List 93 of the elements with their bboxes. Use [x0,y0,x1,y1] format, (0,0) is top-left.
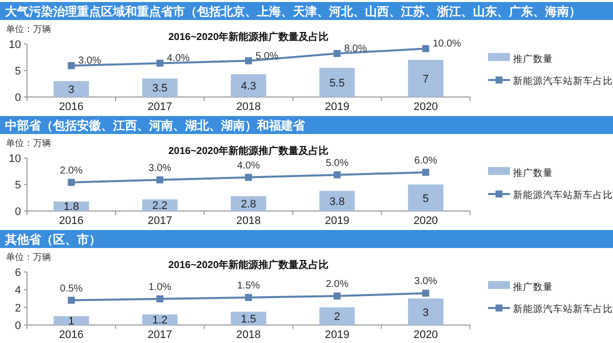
data-label: 1.5 [240,313,256,326]
data-label: 5.5 [329,77,345,90]
point [334,292,341,300]
data-label: 5 [422,192,429,205]
data-label: 3.0% [414,276,438,288]
bar [319,68,355,97]
point [156,295,164,302]
point [68,296,75,304]
bar [319,190,355,211]
y-tick-label: 5 [14,180,21,192]
legend-label: 推广数量 [513,53,553,65]
data-label: 2 [334,311,340,324]
y-tick-label: 0 [14,206,21,218]
point [156,176,164,184]
data-label: 1.5% [237,280,260,292]
x-tick-label: 2017 [148,329,172,341]
y-tick-label: 5 [14,66,21,78]
point [68,62,75,70]
data-label: 3 [422,306,429,319]
bar [142,78,178,97]
data-label: 2.0% [326,279,349,290]
y-tick-label: 6 [14,267,21,279]
x-tick-label: 2018 [236,101,261,113]
data-label: 4.3 [240,80,256,93]
chart-title: 中部省（包括安徽、江西、河南、湖北、湖南）和福建省 [5,118,306,132]
chart-subtitle: 2016~2020年新能源推广数量及占比 [168,145,329,157]
data-label: 10.0% [432,38,462,50]
chart-title: 其他省（区、市） [4,232,101,246]
point [245,294,252,301]
bar [408,298,444,325]
data-label: 1.0% [148,282,172,293]
y-axis-title: 单位：万辆 [6,24,51,34]
point [422,45,430,52]
bar [54,81,90,97]
data-label: 3.0% [148,162,172,174]
data-label: 3.8 [329,196,345,208]
point [334,50,341,57]
legend-label: 推广数量 [513,167,553,179]
x-tick-label: 2020 [413,215,438,227]
point [156,60,164,67]
x-tick-label: 2020 [413,101,438,113]
data-label: 2.0% [60,165,83,176]
data-label: 5.0% [326,158,349,169]
data-label: 6.0% [414,155,438,166]
point [245,174,252,181]
bar [54,316,90,325]
chart-subtitle: 2016~2020年新能源推广数量及占比 [168,31,329,43]
y-tick-label: 0 [14,92,21,104]
y-tick-label: 10 [8,153,21,165]
data-label: 3.0% [78,56,102,67]
x-tick-label: 2016 [59,329,84,341]
x-tick-label: 2017 [148,101,172,113]
x-tick-label: 2018 [236,329,261,341]
legend-label: 新能源汽车站新车占比 [513,75,613,87]
y-tick-label: 0 [14,320,21,332]
point [245,57,252,64]
data-label: 1.8 [64,201,79,214]
x-tick-label: 2019 [324,101,350,113]
data-label: 3 [68,84,74,96]
data-label: 4.0% [166,53,190,64]
bar [408,60,444,97]
x-tick-label: 2018 [236,215,261,227]
data-label: 1.2 [152,314,168,327]
point [422,290,430,297]
chart-title: 大气污染治理重点区域和重点省市（包括北京、上海、天津、河北、山西、江苏、浙江、山东、广东、海南） [5,4,581,18]
y-axis-title: 单位：万辆 [6,138,51,148]
data-label: 4.0% [237,160,260,172]
x-tick-label: 2020 [413,329,438,341]
y-tick-label: 4 [14,284,21,297]
data-label: 0.5% [60,283,83,294]
chart-subtitle: 2016~2020年新能源推广数量及占比 [168,259,329,271]
x-tick-label: 2017 [148,215,172,227]
bar [230,74,266,97]
x-tick-label: 2019 [324,329,350,341]
legend-label: 新能源汽车站新车占比 [513,189,613,201]
y-tick-label: 2 [14,302,21,314]
bar [408,184,444,211]
point [68,178,75,186]
x-tick-label: 2019 [324,215,350,227]
legend-label: 推广数量 [513,281,553,293]
bar [319,307,355,325]
data-label: 1 [68,316,74,328]
x-tick-label: 2016 [59,215,84,227]
y-tick-label: 10 [8,39,21,51]
data-label: 3.5 [152,82,168,95]
data-label: 2.2 [152,200,168,212]
data-label: 2.8 [240,198,256,211]
legend-label: 新能源汽车站新车占比 [513,303,613,315]
y-axis-title: 单位：万辆 [6,252,51,262]
point [334,171,341,178]
data-label: 7 [422,73,429,86]
point [422,168,430,176]
x-tick-label: 2016 [59,101,84,113]
